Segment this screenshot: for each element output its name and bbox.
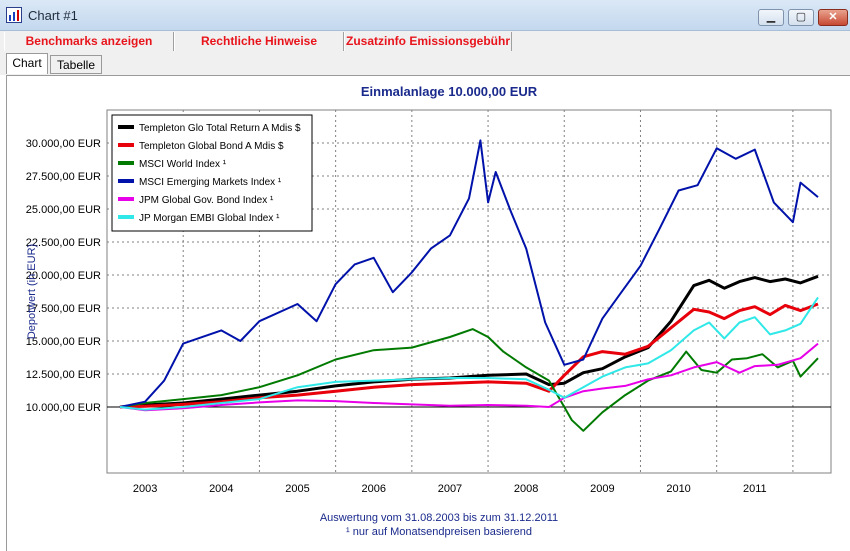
benchmarks-button[interactable]: Benchmarks anzeigen <box>4 32 174 51</box>
y-axis-title: Depotwert (in EUR) <box>26 244 38 339</box>
x-tick-label: 2003 <box>133 483 157 495</box>
y-tick-label: 10.000,00 EUR <box>26 402 101 414</box>
x-tick-label: 2009 <box>590 483 614 495</box>
x-tick-label: 2005 <box>285 483 309 495</box>
series-line <box>119 296 819 411</box>
legend-entry: Templeton Glo Total Return A Mdis $ <box>139 123 301 134</box>
line-chart: Einmalanlage 10.000,00 EUR 10.000,00 EUR 1… <box>26 84 832 538</box>
maximize-button[interactable]: ▢ <box>788 9 814 26</box>
legend-entry: JPM Global Gov. Bond Index ¹ <box>139 195 274 206</box>
toolbar: Benchmarks anzeigen Rechtliche Hinweise … <box>0 31 850 54</box>
x-tick-label: 2011 <box>743 483 767 495</box>
y-tick-label: 25.000,00 EUR <box>26 204 101 216</box>
y-tick-label: 17.500,00 EUR <box>26 303 101 315</box>
fee-info-button[interactable]: Zusatzinfo Emissionsgebühr <box>344 32 512 51</box>
series-line <box>119 302 819 409</box>
window-title: Chart #1 <box>28 8 78 23</box>
y-tick-label: 22.500,00 EUR <box>26 237 101 249</box>
series-line <box>119 139 819 408</box>
y-tick-label: 15.000,00 EUR <box>26 336 101 348</box>
close-button[interactable]: ✕ <box>818 9 848 26</box>
tab-chart[interactable]: Chart <box>6 53 48 74</box>
x-tick-label: 2004 <box>209 483 233 495</box>
footnote-monthly: ¹ nur auf Monatsendpreisen basierend <box>346 526 532 538</box>
series-line <box>119 342 819 412</box>
chart-panel: Einmalanlage 10.000,00 EUR 10.000,00 EUR 1… <box>6 75 850 551</box>
minimize-button[interactable]: ▁ <box>758 9 784 26</box>
legend-box <box>111 114 313 232</box>
title-bar: Chart #1 ▁ ▢ ✕ <box>0 0 850 31</box>
y-tick-label: 27.500,00 EUR <box>26 171 101 183</box>
tab-table[interactable]: Tabelle <box>50 55 102 74</box>
legend-entry: Templeton Global Bond A Mdis $ <box>139 141 284 152</box>
x-tick-label: 2007 <box>438 483 462 495</box>
x-tick-label: 2010 <box>666 483 690 495</box>
chart-title: Einmalanlage 10.000,00 EUR <box>361 84 538 99</box>
legend-entry: MSCI World Index ¹ <box>139 159 227 170</box>
chart-app-icon <box>6 7 22 23</box>
y-tick-label: 12.500,00 EUR <box>26 369 101 381</box>
x-tick-label: 2006 <box>361 483 385 495</box>
legend-entry: JP Morgan EMBI Global Index ¹ <box>139 213 280 224</box>
tab-bar: Chart Tabelle <box>0 53 850 75</box>
series-line <box>119 328 819 432</box>
footnote-range: Auswertung vom 31.08.2003 bis zum 31.12.… <box>320 512 558 524</box>
legal-notice-button[interactable]: Rechtliche Hinweise <box>174 32 344 51</box>
x-tick-label: 2008 <box>514 483 538 495</box>
y-tick-label: 20.000,00 EUR <box>26 270 101 282</box>
y-tick-label: 30.000,00 EUR <box>26 138 101 150</box>
legend-entry: MSCI Emerging Markets Index ¹ <box>139 177 282 188</box>
